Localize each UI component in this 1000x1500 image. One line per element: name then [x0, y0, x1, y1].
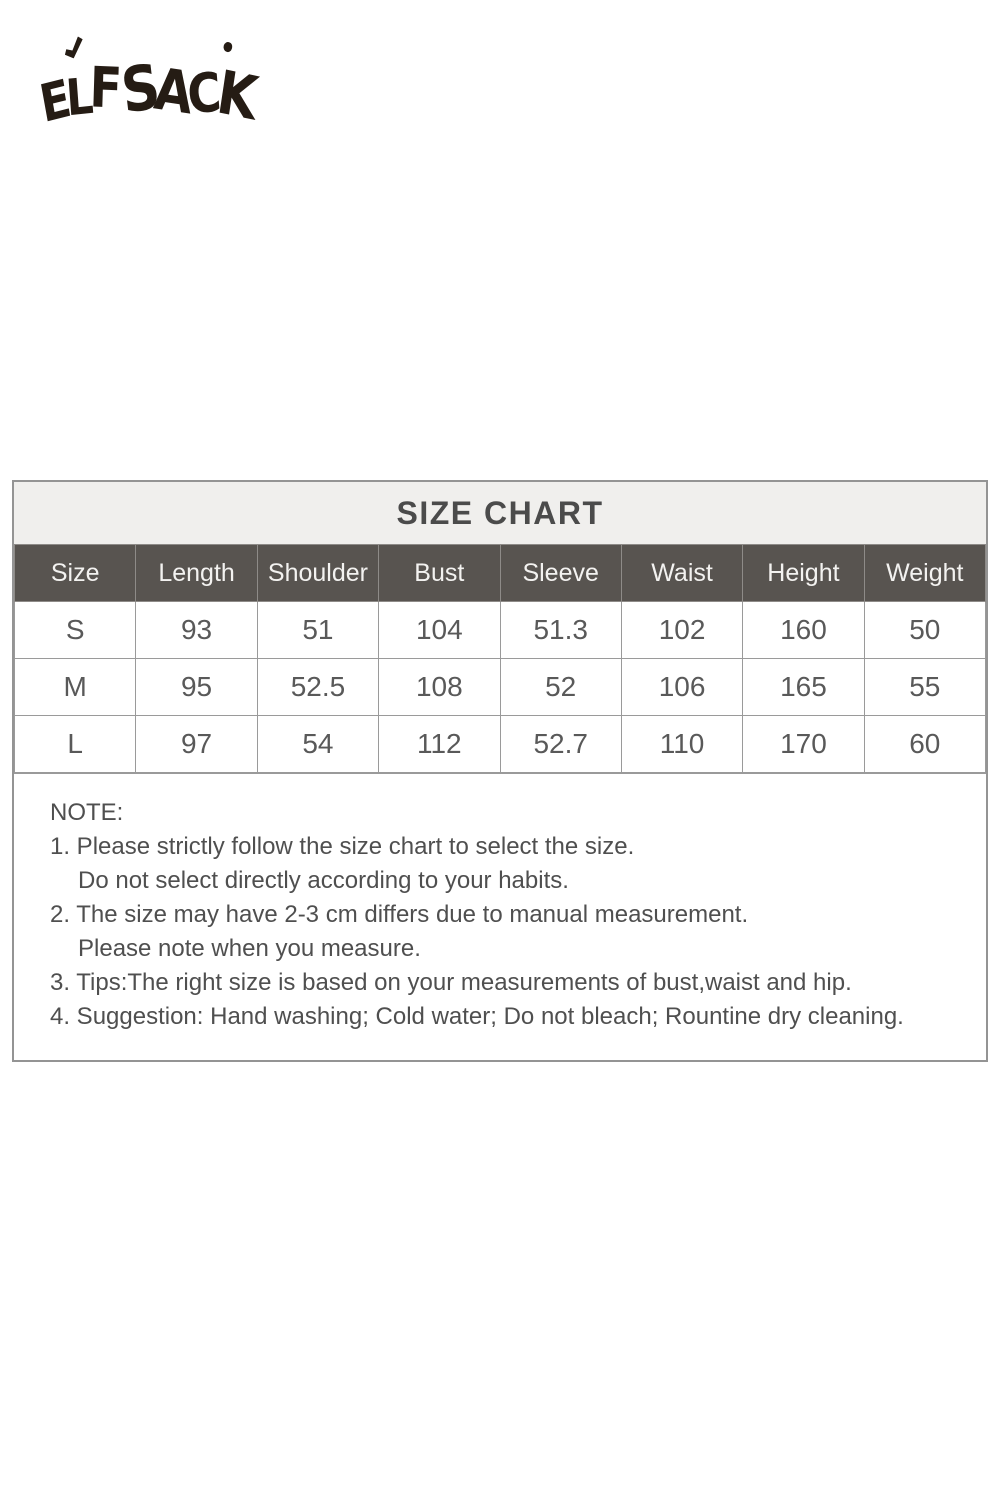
cell-size-s: S — [13, 601, 137, 659]
note-line-1: 1. Please strictly follow the size chart… — [50, 833, 635, 860]
column-header-shoulder: Shoulder — [256, 544, 380, 602]
column-header-length: Length — [135, 544, 258, 602]
table-header-row: Size Length Shoulder Bust Sleeve Waist H… — [13, 544, 987, 602]
cell-size-l: L — [13, 715, 137, 773]
table-row: M 95 52.5 108 52 106 165 55 — [13, 658, 987, 716]
cell: 106 — [620, 658, 744, 716]
cell: 50 — [863, 601, 987, 659]
size-chart-card: SIZE CHART Size Length Shoulder Bust Sle… — [12, 480, 988, 1062]
column-header-waist: Waist — [620, 544, 744, 602]
cell: 108 — [378, 658, 501, 716]
column-header-size: Size — [13, 544, 137, 602]
note-line-4: 4. Suggestion: Hand washing; Cold water;… — [50, 1003, 904, 1030]
cell: 170 — [742, 715, 865, 773]
note-heading: NOTE: — [50, 799, 124, 826]
cell: 52.5 — [256, 658, 380, 716]
note-line-3: 3. Tips:The right size is based on your … — [50, 969, 852, 996]
cell: 112 — [378, 715, 501, 773]
cell: 52 — [499, 658, 622, 716]
column-header-bust: Bust — [378, 544, 501, 602]
note-section: NOTE: 1. Please strictly follow the size… — [14, 773, 986, 1060]
cell: 54 — [256, 715, 380, 773]
cell: 110 — [620, 715, 744, 773]
note-line-1b: Do not select directly according to your… — [78, 867, 569, 894]
cell: 97 — [135, 715, 258, 773]
column-header-height: Height — [742, 544, 865, 602]
cell: 95 — [135, 658, 258, 716]
size-chart-title: SIZE CHART — [396, 494, 604, 531]
cell: 51 — [256, 601, 380, 659]
size-chart-table: Size Length Shoulder Bust Sleeve Waist H… — [13, 544, 987, 773]
size-chart-title-bar: SIZE CHART — [14, 482, 986, 544]
table-row: S 93 51 104 51.3 102 160 50 — [13, 601, 987, 659]
cell: 104 — [378, 601, 501, 659]
cell: 102 — [620, 601, 744, 659]
cell: 165 — [742, 658, 865, 716]
cell-size-m: M — [13, 658, 137, 716]
cell: 52.7 — [499, 715, 622, 773]
column-header-sleeve: Sleeve — [499, 544, 622, 602]
cell: 160 — [742, 601, 865, 659]
cell: 55 — [863, 658, 987, 716]
cell: 93 — [135, 601, 258, 659]
column-header-weight: Weight — [863, 544, 987, 602]
note-line-2b: Please note when you measure. — [78, 935, 421, 962]
cell: 51.3 — [499, 601, 622, 659]
table-row: L 97 54 112 52.7 110 170 60 — [13, 715, 987, 773]
cell: 60 — [863, 715, 987, 773]
note-line-2: 2. The size may have 2-3 cm differs due … — [50, 901, 749, 928]
